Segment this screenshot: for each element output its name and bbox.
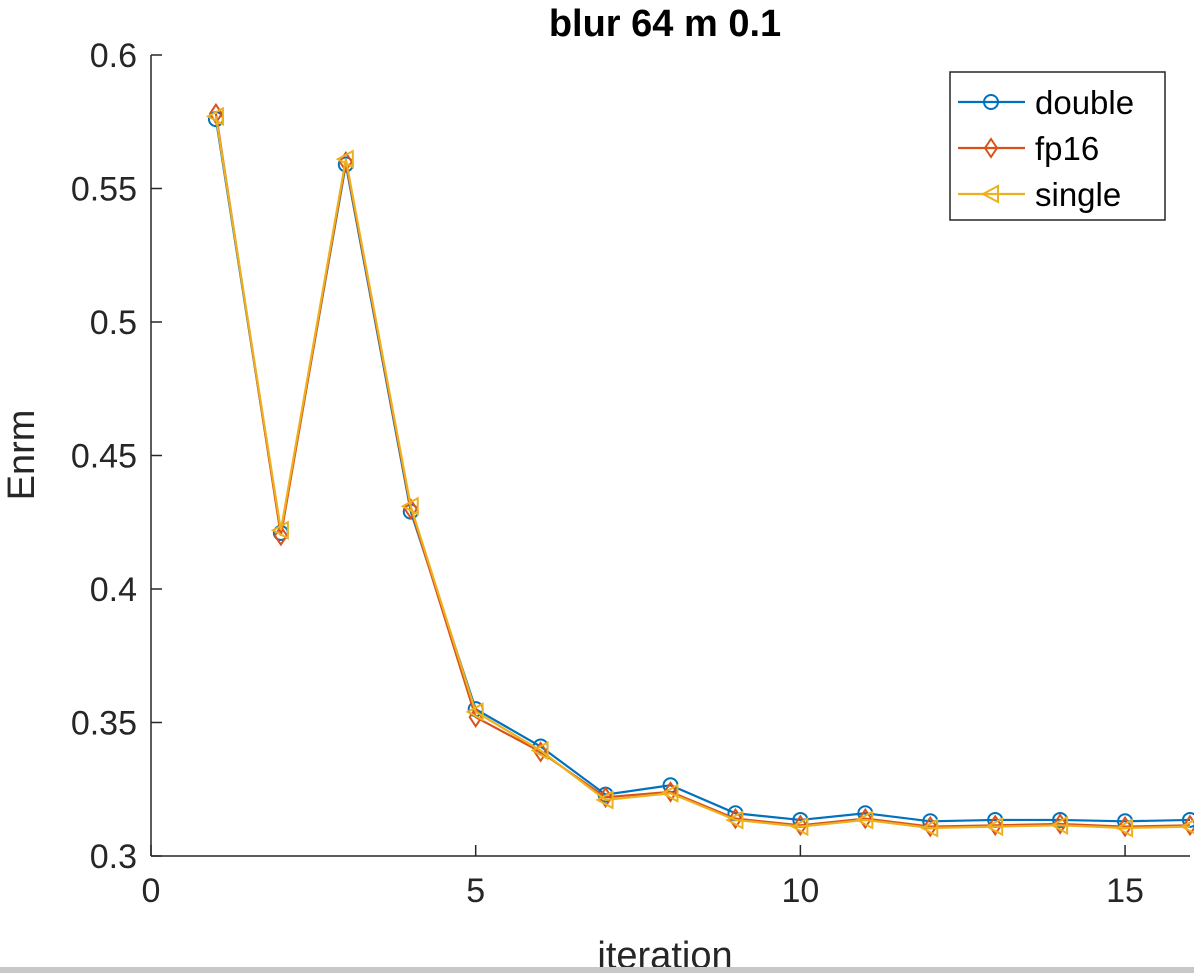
data-point-fp16 [858, 807, 873, 830]
legend-label-double: double [1035, 84, 1134, 121]
x-tick-label: 5 [466, 872, 485, 910]
data-point-single [205, 106, 224, 127]
data-point-fp16 [793, 814, 808, 837]
data-point-single [1050, 815, 1069, 835]
data-point-single [1114, 818, 1134, 838]
series-single [205, 106, 1194, 838]
window-bottom-edge [0, 967, 1194, 973]
data-point-single [855, 810, 874, 830]
data-point-single [595, 790, 614, 810]
y-tick-label: 0.6 [90, 37, 137, 75]
data-point-fp16 [403, 498, 418, 520]
legend-label-fp16: fp16 [1035, 130, 1099, 167]
data-point-fp16 [663, 781, 678, 803]
data-point-single [660, 783, 679, 803]
y-tick-label: 0.35 [71, 705, 137, 743]
y-axis-label: Enrm [1, 410, 43, 501]
data-point-single [1179, 819, 1194, 835]
legend-marker-single [980, 184, 999, 204]
data-point-fp16 [728, 807, 743, 830]
data-point-fp16 [1117, 815, 1133, 838]
data-point-single [790, 816, 809, 837]
x-tick-label: 10 [781, 872, 819, 910]
data-point-single [335, 149, 354, 169]
legend: double fp16 single [949, 71, 1166, 221]
y-tick-label: 0.5 [90, 304, 137, 342]
legend-label-single: single [1035, 176, 1121, 213]
legend-marker-fp16 [983, 137, 999, 159]
data-point-fp16 [338, 150, 354, 173]
y-tick-label: 0.4 [90, 571, 137, 609]
data-point-single [465, 702, 484, 722]
y-tick-label: 0.55 [71, 171, 137, 209]
data-point-single [725, 810, 744, 830]
data-point-single [270, 520, 289, 540]
data-point-fp16 [923, 815, 938, 838]
data-point-fp16 [987, 814, 1003, 837]
y-tick-label: 0.45 [71, 438, 137, 476]
data-point-single [400, 496, 419, 516]
data-point-fp16 [1052, 813, 1068, 835]
x-tick-label: 0 [142, 872, 161, 910]
data-point-single [530, 740, 549, 761]
data-point-single [985, 816, 1004, 837]
chart-title: blur 64 m 0.1 [549, 3, 781, 45]
series-line-single [214, 116, 1191, 830]
data-point-fp16 [1182, 814, 1194, 837]
legend-marker-double [983, 94, 999, 110]
data-point-single [920, 818, 939, 838]
x-tick-label: 15 [1106, 872, 1144, 910]
y-tick-label: 0.3 [90, 838, 137, 876]
